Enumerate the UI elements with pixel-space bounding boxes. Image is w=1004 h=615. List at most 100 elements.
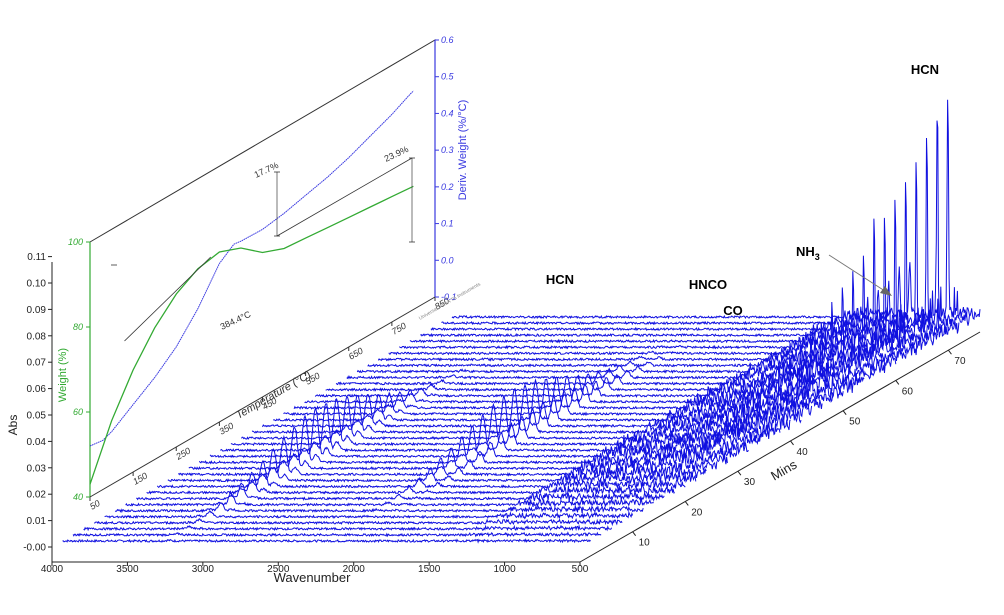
hnco-band-label: HNCO <box>689 277 727 292</box>
ftir-spectrum <box>409 182 938 347</box>
temperature-tick-label: 50 <box>88 498 102 512</box>
mins-tick <box>842 410 847 415</box>
temperature-tick-label: 150 <box>131 471 149 487</box>
ftir-spectrum <box>314 336 844 401</box>
ftir-spectrum <box>198 414 728 466</box>
nh3-band-label: NH3 <box>796 244 820 262</box>
ftir-spectrum <box>188 426 718 473</box>
mins-tick <box>684 501 689 506</box>
ftir-spectrum <box>283 365 813 419</box>
ftir-spectrum <box>146 471 675 496</box>
deriv-tick-label: 0.1 <box>441 219 454 229</box>
ftir-spectrum <box>104 510 634 520</box>
time-axis-line <box>579 331 981 563</box>
weight-tick-label: 40 <box>73 492 83 502</box>
mins-tick-label: 60 <box>902 386 914 397</box>
ftir-spectrum <box>177 434 707 479</box>
temperature-tick-label: 750 <box>390 321 408 337</box>
abs-tick-label: 0.07 <box>27 358 47 369</box>
temperature-tick-label: 650 <box>347 346 365 362</box>
wavenumber-tick-label: 2500 <box>267 564 290 575</box>
ftir-annotations: HCN HNCO CO NH3 HCN <box>546 62 939 318</box>
abs-tick-label: -0.00 <box>23 543 46 554</box>
weight-tick-label: 100 <box>68 237 83 247</box>
deriv-tick-label: 0.2 <box>441 182 454 192</box>
ftir-tick-labels: 4000 3500 3000 2500 2000 1500 1000 500-0.000.01… <box>23 252 966 575</box>
mins-tick-label: 70 <box>954 356 966 367</box>
nh3-arrow-line <box>828 254 889 294</box>
temperature-tick-label: 350 <box>217 421 235 437</box>
ftir-spectrum <box>304 345 834 408</box>
hcn-sharp-label: HCN <box>911 62 939 77</box>
ftir-spectrum <box>125 492 654 509</box>
weight-axis-label: Weight (%) <box>57 348 69 402</box>
ftir-spectrum <box>451 99 981 322</box>
deriv-tick-label: -0.1 <box>441 292 457 302</box>
ftir-spectrum <box>72 531 602 538</box>
step-1-connector <box>124 256 212 342</box>
nh3-arrow-head <box>880 286 892 296</box>
wavenumber-tick-label: 3500 <box>116 564 139 575</box>
deriv-weight-curve <box>89 90 414 447</box>
abs-tick-label: 0.09 <box>27 305 47 316</box>
ftir-spectrum <box>83 524 613 532</box>
weight-tick-label: 60 <box>73 407 83 417</box>
ftir-spectrum <box>325 322 855 393</box>
abs-axis-label: Abs <box>6 415 20 436</box>
wavenumber-tick-label: 2000 <box>343 564 366 575</box>
ftir-waterfall <box>62 99 981 544</box>
mins-tick-label: 30 <box>744 477 756 488</box>
ftir-spectrum <box>136 482 665 503</box>
mins-tick <box>895 380 900 385</box>
ftir-axes: Abs Wavenumber Mins <box>6 262 981 585</box>
mins-tick <box>790 440 794 446</box>
deriv-tick-label: 0.5 <box>441 72 455 82</box>
ftir-spectrum <box>273 377 802 425</box>
mins-tick-label: 40 <box>797 447 809 458</box>
wavenumber-tick-label: 1500 <box>418 564 441 575</box>
ftir-spectrum <box>420 162 949 340</box>
wavenumber-tick-label: 500 <box>572 564 589 575</box>
deriv-tick-label: 0.4 <box>441 108 454 118</box>
deriv-tick-label: 0.6 <box>441 35 454 45</box>
tga-step-markers <box>111 157 415 342</box>
abs-tick-label: 0.11 <box>27 252 46 263</box>
mins-tick-label: 50 <box>849 417 861 428</box>
abs-tick-label: 0.05 <box>27 411 47 422</box>
abs-tick-label: 0.08 <box>27 331 47 342</box>
ftir-spectrum <box>209 406 739 461</box>
mins-axis-label: Mins <box>768 456 800 483</box>
abs-tick-label: 0.02 <box>27 490 47 501</box>
ftir-spectrum <box>114 501 644 514</box>
wavenumber-axis-label: Wavenumber <box>274 570 351 585</box>
abs-tick-label: 0.04 <box>27 437 47 448</box>
wavenumber-tick-label: 4000 <box>41 564 64 575</box>
abs-tick-label: 0.06 <box>27 384 47 395</box>
abs-tick-label: 0.10 <box>27 279 47 290</box>
mins-tick <box>737 470 742 476</box>
ftir-spectrum <box>167 448 697 484</box>
co-band-label: CO <box>723 303 743 318</box>
weight-curve <box>89 185 414 485</box>
abs-tick-label: 0.03 <box>27 463 47 474</box>
ftir-spectrum <box>356 271 886 376</box>
deriv-tick-label: 0.0 <box>441 255 454 265</box>
ftir-spectrum <box>377 218 907 363</box>
ftir-spectrum <box>62 538 591 544</box>
ftir-spectrum <box>430 137 960 334</box>
ftir-spectrum <box>367 255 897 370</box>
tga-inset: 50150250350450550650750850406080100-0.10… <box>57 35 482 512</box>
step-2-connector <box>276 157 413 237</box>
wavenumber-tick-label: 1000 <box>493 564 516 575</box>
tga-panel-backdrop <box>90 40 435 497</box>
hcn-band-label: HCN <box>546 272 574 287</box>
ftir-spectrum <box>335 301 865 388</box>
mins-tick <box>948 349 952 355</box>
mins-tick-label: 10 <box>639 538 651 549</box>
deriv-axis-label: Deriv. Weight (%/°C) <box>457 100 469 201</box>
mins-tick-label: 20 <box>691 507 703 518</box>
mins-tick <box>632 531 637 537</box>
ftir-spectrum <box>441 120 970 327</box>
